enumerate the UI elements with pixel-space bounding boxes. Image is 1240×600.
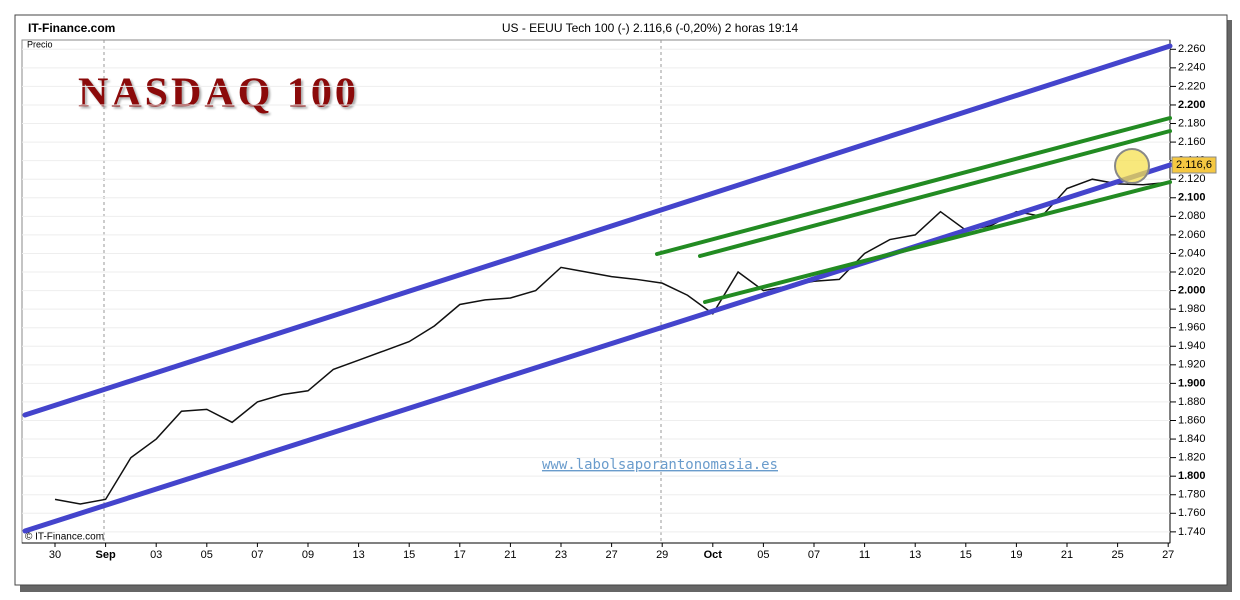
highlight-circle bbox=[1114, 148, 1150, 184]
y-tick-label: 1.740 bbox=[1178, 526, 1206, 538]
y-tick-label: 2.000 bbox=[1178, 284, 1206, 296]
y-tick-label: 1.820 bbox=[1178, 452, 1206, 464]
y-tick-label: 1.840 bbox=[1178, 433, 1206, 445]
x-tick-label: Oct bbox=[704, 549, 723, 561]
y-tick-label: 2.100 bbox=[1178, 192, 1206, 204]
y-tick-label: 2.200 bbox=[1178, 99, 1206, 111]
instrument: US - EEUU Tech 100 (-) 2.116,6 (-0,20%) … bbox=[502, 21, 799, 35]
last-price-badge bbox=[1171, 156, 1217, 174]
copyright: © IT-Finance.com bbox=[25, 532, 104, 543]
x-tick-label: 29 bbox=[656, 549, 668, 561]
y-tick-label: 1.900 bbox=[1178, 377, 1206, 389]
y-tick-label: 2.120 bbox=[1178, 173, 1206, 185]
y-tick-label: 1.780 bbox=[1178, 489, 1206, 501]
x-tick-label: 11 bbox=[859, 549, 870, 561]
x-tick-label: 21 bbox=[504, 549, 516, 561]
y-tick-label: 2.060 bbox=[1178, 229, 1206, 241]
y-tick-label: 1.760 bbox=[1178, 507, 1206, 519]
x-tick-label: 05 bbox=[201, 549, 213, 561]
y-tick-label: 2.160 bbox=[1178, 136, 1206, 148]
x-tick-label: 07 bbox=[251, 549, 263, 561]
x-tick-label: 07 bbox=[808, 549, 820, 561]
y-tick-label: 2.080 bbox=[1178, 210, 1206, 222]
x-tick-label: 15 bbox=[403, 549, 415, 561]
y-tick-label: 1.960 bbox=[1178, 322, 1206, 334]
x-tick-label: 21 bbox=[1061, 549, 1073, 561]
y-tick-label: 1.940 bbox=[1178, 340, 1206, 352]
x-tick-label: 17 bbox=[454, 549, 466, 561]
watermark: www.labolsaporantonomasia.es bbox=[542, 457, 778, 473]
x-tick-label: 13 bbox=[909, 549, 921, 561]
x-tick-label: 05 bbox=[757, 549, 769, 561]
x-tick-label: 19 bbox=[1010, 549, 1022, 561]
y-tick-label: 2.020 bbox=[1178, 266, 1206, 278]
x-tick-label: 09 bbox=[302, 549, 314, 561]
y-tick-label: 2.180 bbox=[1178, 117, 1206, 129]
y-tick-label: 1.880 bbox=[1178, 396, 1206, 408]
y-tick-label: 1.800 bbox=[1178, 470, 1206, 482]
x-tick-label: 13 bbox=[352, 549, 364, 561]
trend-line bbox=[698, 129, 1172, 258]
y-tick-label: 2.040 bbox=[1178, 247, 1206, 259]
x-tick-label: 30 bbox=[49, 549, 61, 561]
source: IT-Finance.com bbox=[28, 21, 115, 35]
trend-line bbox=[22, 43, 1173, 418]
x-tick-label: 23 bbox=[555, 549, 567, 561]
y-label: Precio bbox=[27, 39, 53, 49]
x-tick-label: Sep bbox=[96, 549, 116, 561]
y-tick-label: 1.980 bbox=[1178, 303, 1206, 315]
chart-title: NASDAQ 100 bbox=[78, 71, 359, 117]
x-tick-label: 27 bbox=[605, 549, 617, 561]
last-price: 2.116,6 bbox=[1176, 159, 1212, 171]
trend-line bbox=[655, 116, 1172, 256]
x-tick-label: 27 bbox=[1162, 549, 1174, 561]
y-tick-label: 1.860 bbox=[1178, 414, 1206, 426]
y-tick-label: 2.240 bbox=[1178, 62, 1206, 74]
trend-line bbox=[703, 180, 1172, 304]
x-tick-label: 03 bbox=[150, 549, 162, 561]
y-tick-label: 2.220 bbox=[1178, 80, 1206, 92]
x-tick-label: 15 bbox=[960, 549, 972, 561]
y-tick-label: 1.920 bbox=[1178, 359, 1206, 371]
trend-line bbox=[22, 162, 1173, 534]
x-tick-label: 25 bbox=[1111, 549, 1123, 561]
y-tick-label: 2.260 bbox=[1178, 43, 1206, 55]
